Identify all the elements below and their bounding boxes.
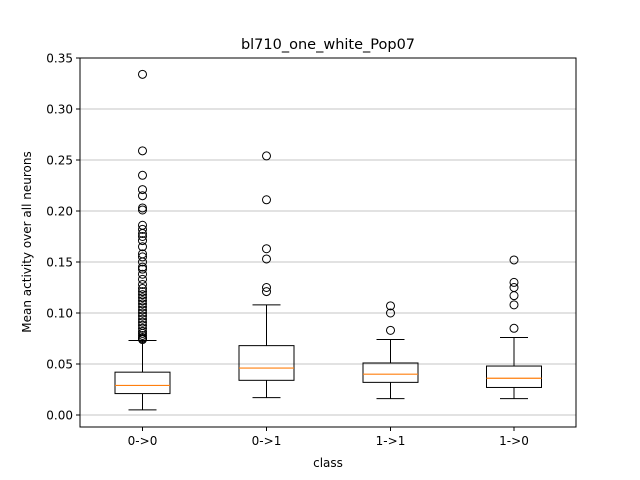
- box-0->1: [238, 151, 295, 399]
- y-tick-label: 0.35: [46, 52, 73, 66]
- y-tick-label: 0.15: [46, 256, 73, 270]
- flier-point: [386, 325, 395, 335]
- flier-point: [509, 300, 519, 310]
- flier-point: [509, 277, 519, 287]
- y-tick-label: 0.00: [46, 409, 73, 423]
- flier-point: [138, 293, 147, 303]
- flier-point: [138, 323, 147, 333]
- flier-point: [138, 264, 147, 274]
- chart-title: bl710_one_white_Pop07: [241, 37, 415, 53]
- flier-point: [262, 151, 271, 161]
- box-iqr: [362, 362, 419, 383]
- x-tick-label: 0->1: [252, 434, 282, 448]
- flier-point: [138, 257, 147, 267]
- flier-point: [509, 323, 519, 333]
- flier-point: [262, 287, 271, 297]
- y-tick-label: 0.20: [46, 205, 73, 219]
- flier-point: [138, 170, 147, 180]
- y-tick-label: 0.10: [46, 307, 73, 321]
- flier-point: [509, 283, 519, 292]
- flier-point: [138, 205, 147, 215]
- flier-point: [138, 191, 147, 201]
- flier-point: [138, 274, 147, 284]
- flier-point: [138, 279, 147, 289]
- y-axis-label: Mean activity over all neurons: [20, 151, 34, 332]
- box-1->0: [486, 255, 542, 400]
- flier-point: [138, 232, 147, 241]
- flier-point: [138, 242, 147, 252]
- flier-point: [138, 269, 147, 279]
- flier-point: [138, 299, 147, 309]
- flier-point: [138, 69, 147, 79]
- flier-point: [138, 224, 147, 234]
- box-iqr: [486, 365, 542, 388]
- box-0->0: [114, 69, 171, 411]
- flier-point: [262, 195, 271, 205]
- grid-lines: [80, 57, 576, 416]
- flier-point: [138, 287, 147, 297]
- flier-point: [138, 146, 147, 156]
- y-tick-label: 0.05: [46, 358, 73, 372]
- flier-point: [509, 255, 519, 265]
- y-tick-label: 0.30: [46, 103, 73, 117]
- flier-point: [138, 302, 147, 312]
- flier-point: [138, 314, 147, 324]
- x-tick-label: 1->0: [499, 434, 529, 448]
- flier-point: [386, 308, 395, 318]
- flier-point: [138, 296, 147, 306]
- flier-point: [138, 317, 147, 327]
- flier-point: [138, 290, 147, 300]
- flier-point: [262, 244, 271, 254]
- box-iqr: [238, 345, 295, 381]
- flier-point: [386, 301, 395, 311]
- x-tick-label: 0->0: [128, 434, 158, 448]
- y-tick-label: 0.25: [46, 154, 73, 168]
- box-1->1: [362, 301, 419, 400]
- flier-point: [262, 254, 271, 264]
- axes: 0.00 0.05 0.10 0.15 0.20 0.25 0.30 0.35 0->0 0->1…: [46, 52, 577, 448]
- flier-point: [262, 283, 271, 292]
- box-iqr: [114, 371, 171, 395]
- x-tick-label: 1->1: [376, 434, 406, 448]
- flier-point: [138, 311, 147, 321]
- flier-point: [138, 305, 147, 315]
- flier-point: [138, 252, 147, 262]
- axes-frame: [79, 57, 577, 428]
- flier-point: [138, 236, 147, 246]
- x-axis-label: class: [313, 456, 343, 470]
- flier-point: [509, 291, 519, 301]
- flier-point: [138, 308, 147, 318]
- flier-point: [138, 284, 147, 294]
- flier-point: [138, 335, 147, 345]
- plot-area: [114, 69, 542, 411]
- flier-point: [138, 228, 147, 238]
- flier-point: [138, 185, 147, 195]
